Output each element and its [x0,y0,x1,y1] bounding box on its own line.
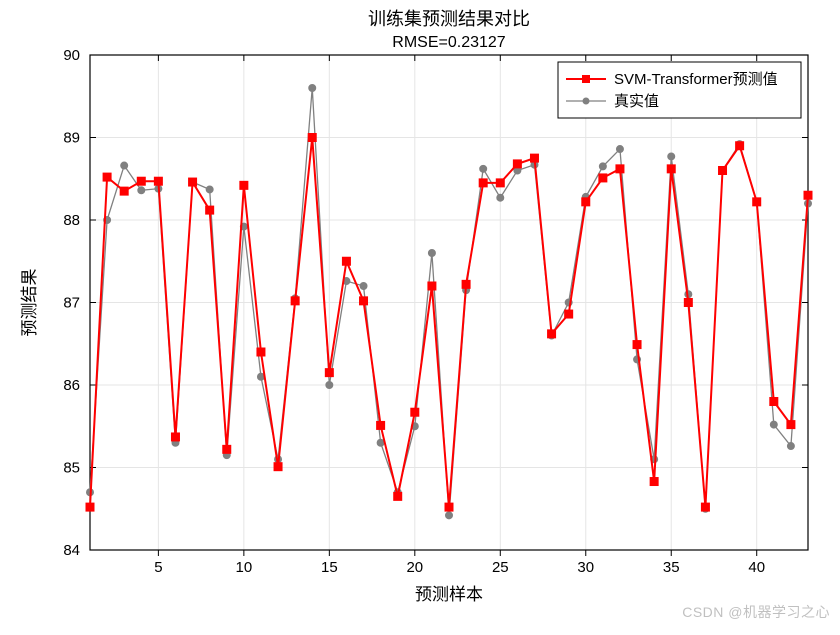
y-tick-label: 87 [63,295,80,312]
series-marker-circle [480,165,487,172]
series-marker-square [394,492,402,500]
x-tick-label: 25 [492,559,509,576]
series-marker-square [308,134,316,142]
series-marker-square [240,181,248,189]
series-marker-square [804,191,812,199]
series-marker-square [445,503,453,511]
legend-marker-circle [583,98,590,105]
series-marker-circle [446,512,453,519]
y-tick-label: 84 [63,542,80,559]
series-marker-square [377,421,385,429]
series-marker-square [137,177,145,185]
series-marker-square [479,179,487,187]
y-axis-label: 预测结果 [20,269,39,337]
series-marker-circle [770,421,777,428]
watermark: CSDN @机器学习之心 [682,602,830,622]
x-tick-label: 40 [748,559,765,576]
series-marker-square [86,503,94,511]
chart-container: 5 10 15 20 25 30 35 40 84 85 86 87 88 89 90 训练集预测结果对比 RM… [0,0,840,630]
series-marker-square [462,280,470,288]
y-tick-label: 86 [63,377,80,394]
series-marker-circle [377,439,384,446]
series-marker-circle [326,382,333,389]
chart-title: 训练集预测结果对比 [368,9,530,29]
series-marker-square [599,174,607,182]
series-marker-square [753,198,761,206]
series-marker-square [189,178,197,186]
series-marker-circle [206,186,213,193]
series-marker-square [513,160,521,168]
series-marker-circle [599,163,606,170]
series-marker-circle [616,146,623,153]
series-marker-square [360,297,368,305]
series-marker-square [171,433,179,441]
series-marker-square [496,179,504,187]
legend-label: SVM-Transformer预测值 [614,71,778,88]
series-marker-square [736,142,744,150]
series-marker-square [770,398,778,406]
series-marker-square [342,257,350,265]
series-marker-square [650,478,658,486]
series-marker-square [530,154,538,162]
y-tick-label: 89 [63,130,80,147]
series-marker-square [565,310,573,318]
series-marker-circle [309,85,316,92]
series-marker-square [667,165,675,173]
series-marker-circle [497,194,504,201]
legend-label: 真实值 [614,92,659,110]
series-marker-square [257,348,265,356]
series-marker-square [616,165,624,173]
x-tick-label: 30 [577,559,594,576]
y-tick-label: 88 [63,212,80,229]
series-marker-circle [668,153,675,160]
series-marker-square [582,198,590,206]
series-marker-square [103,173,111,181]
chart-subtitle: RMSE=0.23127 [392,34,506,51]
series-marker-square [719,167,727,175]
series-marker-circle [121,162,128,169]
series-marker-square [120,187,128,195]
series-marker-square [206,206,214,214]
series-marker-square [787,421,795,429]
y-tick-label: 85 [63,460,80,477]
series-marker-square [291,297,299,305]
series-marker-square [325,369,333,377]
series-marker-square [428,282,436,290]
y-tick-label: 90 [63,47,80,64]
x-tick-label: 15 [321,559,338,576]
series-marker-square [701,503,709,511]
series-marker-square [274,463,282,471]
x-tick-label: 5 [154,559,162,576]
series-marker-square [411,408,419,416]
series-marker-square [223,445,231,453]
x-axis-label: 预测样本 [415,585,483,604]
series-marker-square [548,330,556,338]
series-marker-square [633,341,641,349]
series-marker-circle [787,443,794,450]
series-marker-square [684,299,692,307]
series-marker-circle [428,250,435,257]
legend-marker-square [582,75,590,83]
chart-svg: 5 10 15 20 25 30 35 40 84 85 86 87 88 89 90 训练集预测结果对比 RM… [0,0,840,630]
x-tick-label: 35 [663,559,680,576]
series-marker-circle [360,283,367,290]
series-marker-square [154,177,162,185]
series-marker-circle [138,187,145,194]
x-tick-label: 10 [236,559,253,576]
x-tick-label: 20 [406,559,423,576]
